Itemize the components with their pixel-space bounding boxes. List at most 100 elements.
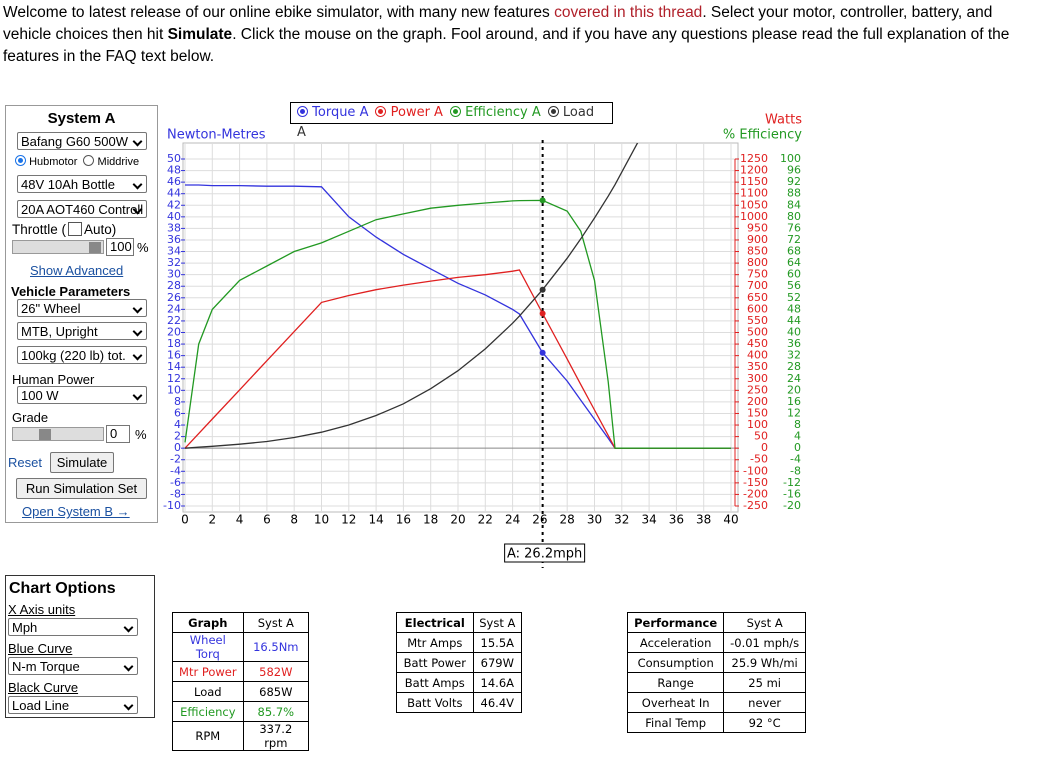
table-cell: 679W [472,652,523,673]
human-power-select[interactable]: 100 W [17,386,147,404]
throttle-slider[interactable] [12,240,104,254]
legend-label: Torque A [312,105,369,120]
y3-tick-label: 20 [787,383,801,396]
y2-tick-label: 350 [747,360,768,373]
y2-tick-label: 200 [747,395,768,408]
performance-table: Performance Syst A Acceleration -0.01 mph/s… [626,612,806,733]
y3-tick-label: -8 [790,464,801,477]
y-tick-label: 6 [174,406,181,419]
y3-tick-label: 100 [780,152,801,165]
cursor-label-box [504,543,586,563]
y-tick-label: 50 [167,152,181,165]
y3-tick-label: 76 [787,221,801,234]
x-tick-label: 10 [314,513,329,527]
y3-tick-label: 56 [787,279,801,292]
intro-bold: Simulate [167,26,233,43]
x-units-select[interactable]: Mph [8,618,138,636]
table-row: Mtr Amps 15.5A [396,632,523,653]
panel-title: System A [47,110,116,127]
simulate-button[interactable]: Simulate [50,452,114,473]
legend-item[interactable]: Torque A [297,105,368,120]
thread-link[interactable]: covered in this thread [554,4,703,21]
legend-radio[interactable] [547,106,559,117]
option-label: X Axis units [8,602,76,617]
y3-tick-label: 84 [787,198,801,211]
table-cell: Mtr Power [172,661,244,682]
controller-select[interactable]: 20A AOT460 Controll [17,200,147,218]
y-tick-label: 36 [167,233,181,246]
table-cell: 92 °C [723,712,806,733]
y3-tick-label: -12 [783,476,801,489]
legend-radio[interactable] [375,106,387,117]
y2-tick-label: 800 [747,256,768,269]
y2-tick-label: 400 [747,349,768,362]
table-row: Efficiency 85.7% [172,701,310,722]
y-tick-label: 44 [167,187,181,200]
y-tick-label: 8 [174,395,181,408]
table-cell: Efficiency [172,701,244,722]
table-row: Batt Amps 14.6A [396,672,523,693]
legend-label: Efficiency A [465,105,541,120]
plot-area[interactable] [182,142,739,513]
table-row: Mtr Power 582W [172,661,310,682]
auto-checkbox[interactable] [68,222,83,236]
y3-tick-label: 32 [787,349,801,362]
x-tick-label: 6 [263,513,271,527]
y3-tick-label: 28 [787,360,801,373]
legend-item[interactable]: Efficiency A [449,105,541,120]
weight-select[interactable]: 100kg (220 lb) tot. we [17,346,147,364]
y2-tick-label: 900 [747,233,768,246]
run-set-button[interactable]: Run Simulation Set [16,478,147,499]
legend: Torque A Power A Efficiency A Load A [290,102,613,140]
legend-item[interactable]: Power A [375,105,443,120]
y2-tick-label: -250 [743,499,768,512]
y-tick-label: -4 [170,464,181,477]
y-tick-label: 40 [167,210,181,223]
table-cell: Overheat In [626,692,725,713]
intro-text: . Click the mouse on the graph. Fool aro… [3,26,1010,65]
series-line [185,184,731,449]
motor-select[interactable]: Bafang G60 500W [17,132,147,150]
unit: % [137,240,149,255]
y3-tick-label: 24 [787,372,801,385]
table-row: Batt Power 679W [396,652,523,673]
y3-tick-label: 44 [787,314,801,327]
y-tick-label: 38 [167,221,181,234]
wheel-select[interactable]: 26" Wheel [17,299,147,317]
option-label: Black Curve [8,680,79,695]
legend-item[interactable]: Load A [297,105,594,140]
y3-tick-label: 96 [787,164,801,177]
middrive-radio[interactable] [83,155,95,166]
table-cell: Batt Volts [396,692,474,713]
y-tick-label: 32 [167,256,181,269]
show-advanced-link[interactable]: Show Advanced [30,263,124,278]
y-tick-label: 24 [167,302,181,315]
hubmotor-radio[interactable] [15,155,26,166]
table-cell: Acceleration [626,632,725,653]
grade-input[interactable]: 0 [106,425,130,443]
cursor-dot [539,310,546,317]
throttle-input[interactable]: 100 [106,238,134,256]
open-system-b-link[interactable]: Open System B → [22,504,130,519]
legend-radio[interactable] [297,106,308,117]
section-heading: Grade [12,410,49,425]
table-cell: Syst A [242,612,310,633]
grade-slider[interactable] [12,427,104,441]
x-tick-label: 14 [368,513,383,527]
table-row: Final Temp 92 °C [626,712,806,733]
y3-tick-label: 80 [787,210,801,223]
table-cell: 685W [242,681,310,702]
table-cell: RPM [172,721,244,751]
reset-button[interactable]: Reset [8,455,42,470]
table-cell: 25 mi [723,672,806,693]
y3-tick-label: 36 [787,337,801,350]
y3-tick-label: 8 [794,418,801,431]
frame-select[interactable]: MTB, Upright [17,322,147,340]
black-curve-select[interactable]: Load Line [8,696,138,714]
battery-select[interactable]: 48V 10Ah Bottle [17,175,147,193]
y2-tick-label: 250 [747,383,768,396]
legend-radio[interactable] [449,106,461,117]
blue-curve-select[interactable]: N-m Torque [8,657,138,675]
table-cell: Syst A [723,612,806,633]
